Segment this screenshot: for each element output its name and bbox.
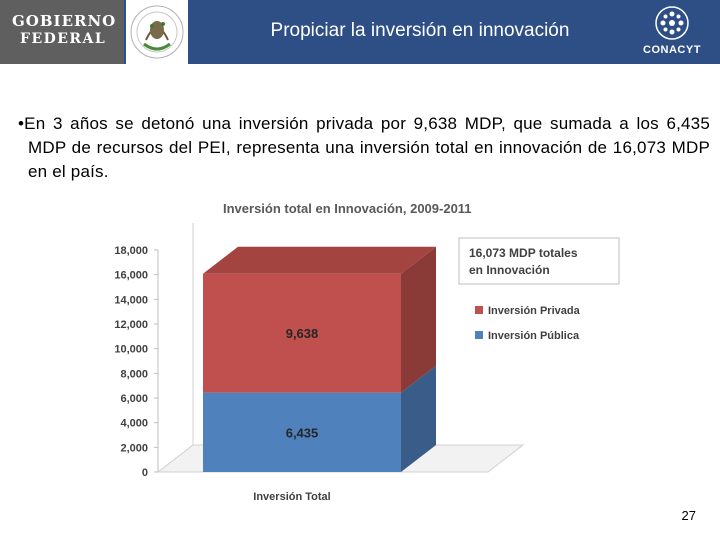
y-tick-label: 12,000 — [114, 319, 148, 331]
conacyt-logo-text: CONACYT — [643, 44, 701, 56]
callout-box — [458, 237, 620, 285]
y-tick-label: 4,000 — [120, 418, 148, 430]
conacyt-emblem-icon — [655, 6, 689, 40]
callout-text-line1: 16,073 MDP totales — [469, 246, 578, 260]
y-tick-label: 8,000 — [120, 368, 148, 380]
legend-swatch-inversi-n-p-blica — [475, 331, 483, 339]
conacyt-logo: CONACYT — [634, 4, 710, 62]
gov-logo-line2: FEDERAL — [20, 31, 107, 47]
chart-canvas: Inversión total en Innovación, 2009-2011… — [114, 201, 620, 503]
bar-front-inversi-n-privada — [203, 273, 401, 393]
gov-logo-line1: GOBIERNO — [12, 12, 117, 30]
bar-side-inversi-n-p-blica — [401, 365, 436, 472]
y-tick-label: 0 — [142, 467, 148, 479]
bullet-marker: • — [18, 114, 25, 133]
header-bar: GOBIERNO FEDERAL Propiciar la inversión … — [0, 0, 720, 64]
y-tick-label: 18,000 — [114, 245, 148, 257]
gobierno-federal-logo: GOBIERNO FEDERAL — [0, 0, 124, 64]
data-label-inversi-n-privada: 9,638 — [286, 326, 319, 341]
y-tick-label: 16,000 — [114, 270, 148, 282]
bar-front-inversi-n-p-blica — [203, 392, 401, 472]
legend-label-inversi-n-p-blica: Inversión Pública — [488, 330, 580, 342]
callout-text-line2: en Innovación — [469, 263, 550, 277]
bullet-text: En 3 años se detonó una inversión privad… — [24, 114, 710, 181]
bar-side-inversi-n-privada — [401, 246, 436, 393]
national-seal-icon — [126, 0, 188, 64]
investment-chart: Inversión total en Innovación, 2009-2011… — [83, 188, 636, 518]
y-tick-label: 10,000 — [114, 344, 148, 356]
bullet-paragraph: •En 3 años se detonó una inversión priva… — [18, 112, 710, 184]
page-number: 27 — [681, 508, 696, 523]
y-tick-label: 2,000 — [120, 442, 148, 454]
chart-title: Inversión total en Innovación, 2009-2011 — [223, 201, 472, 216]
y-tick-label: 6,000 — [120, 393, 148, 405]
bar-top-inversi-n-privada — [203, 246, 436, 274]
legend-swatch-inversi-n-privada — [475, 306, 483, 314]
x-category-label: Inversión Total — [253, 491, 330, 503]
y-tick-label: 14,000 — [114, 294, 148, 306]
legend-label-inversi-n-privada: Inversión Privada — [488, 305, 581, 317]
data-label-inversi-n-p-blica: 6,435 — [286, 425, 319, 440]
page-title: Propiciar la inversión en innovación — [270, 20, 570, 41]
